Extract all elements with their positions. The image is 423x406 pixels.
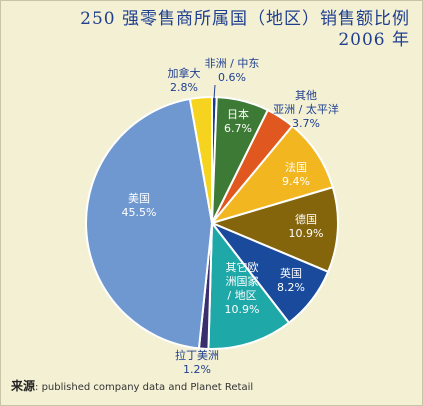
slice-value-label: 1.2% (183, 363, 211, 373)
slice-label-text: 非洲 / 中东 (205, 57, 260, 70)
slice-value-label: 6.7% (224, 122, 252, 135)
pie-slice (85, 97, 214, 350)
slice-label-text: 拉丁美洲 (175, 348, 219, 362)
slice-value-label: 0.6% (218, 71, 246, 84)
slice-value-label: 2.8% (170, 81, 198, 94)
slice-label: 法国9.4% (282, 160, 310, 188)
slice-label-text: 美国 (128, 192, 150, 205)
slice-label: 英国8.2% (277, 266, 305, 294)
slice-label-text: 德国 (295, 212, 317, 226)
slice-label: 非洲 / 中东0.6% (205, 57, 260, 84)
pie-slice (209, 185, 339, 274)
slice-label: 日本6.7% (224, 107, 252, 135)
slice-label-text: 其他 (295, 89, 317, 102)
slice-label-text: 法国 (285, 160, 307, 174)
chart-title: 250 强零售商所属国（地区）销售额比例 2006 年 (80, 9, 410, 51)
slice-value-label: 45.5% (122, 206, 157, 219)
slice-label-text: 洲国家 (226, 274, 259, 288)
slice-label-text: / 地区 (227, 289, 256, 302)
slice-label-text: 日本 (227, 107, 249, 121)
source-label: 来源 (11, 379, 36, 393)
chart-title-line2: 2006 年 (338, 30, 410, 50)
pie-slice (207, 220, 291, 350)
source-text: : published company data and Planet Reta… (35, 382, 254, 393)
slice-value-label: 3.7% (292, 117, 320, 130)
leader-line (213, 84, 216, 100)
chart-title-line1: 250 强零售商所属国（地区）销售额比例 (80, 9, 410, 29)
source-note: 来源: published company data and Planet Re… (11, 377, 253, 394)
slice-label-text: 加拿大 (168, 66, 201, 80)
slice-value-label: 10.9% (289, 227, 324, 240)
slice-value-label: 10.9% (225, 303, 260, 316)
slice-value-label: 9.4% (282, 175, 310, 188)
pie-slice (188, 95, 213, 224)
slice-label-text: 英国 (280, 266, 302, 280)
slice-label-text: 亚洲 / 太平洋 (273, 102, 339, 116)
slice-label-text: 其它欧 (226, 260, 259, 274)
slice-value-label: 8.2% (277, 281, 305, 294)
